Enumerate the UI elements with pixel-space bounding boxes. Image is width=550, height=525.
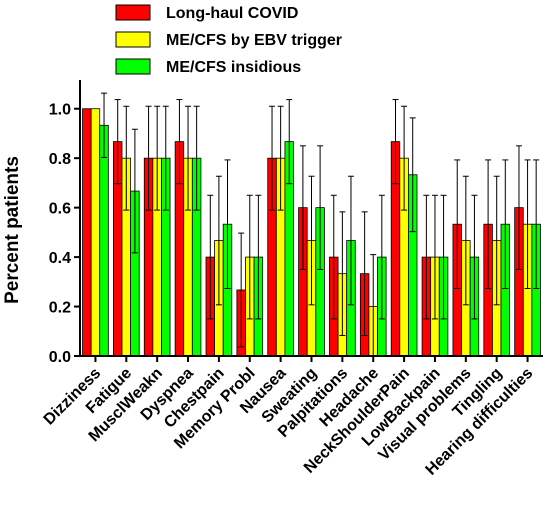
error-bars — [101, 92, 540, 357]
bar — [90, 108, 101, 357]
y-tick-label: 0.8 — [49, 151, 71, 168]
legend-swatch — [115, 4, 151, 21]
legend-label: ME/CFS by EBV trigger — [166, 32, 342, 49]
legend-swatch — [115, 58, 151, 75]
y-axis-label: Percent patients — [2, 156, 23, 304]
y-axis: 0.0 0.2 0.4 0.6 0.8 1.0 — [49, 80, 81, 366]
x-tick-labels: DizzinessFatigueMusclWeaknDyspneaChestpa… — [41, 365, 537, 479]
y-tick-label: 0.0 — [49, 349, 71, 366]
legend-label: ME/CFS insidious — [166, 59, 301, 76]
x-axis — [80, 355, 543, 362]
y-tick-label: 0.2 — [49, 300, 71, 317]
y-tick-label: 0.4 — [49, 250, 71, 267]
legend-label: Long-haul COVID — [166, 5, 298, 22]
legend: Long-haul COVID ME/CFS by EBV trigger ME/C… — [115, 4, 342, 76]
legend-swatch — [115, 31, 151, 48]
y-tick-label: 1.0 — [49, 102, 71, 119]
y-tick-label: 0.6 — [49, 201, 71, 218]
bar — [82, 108, 92, 357]
bar — [99, 124, 109, 357]
